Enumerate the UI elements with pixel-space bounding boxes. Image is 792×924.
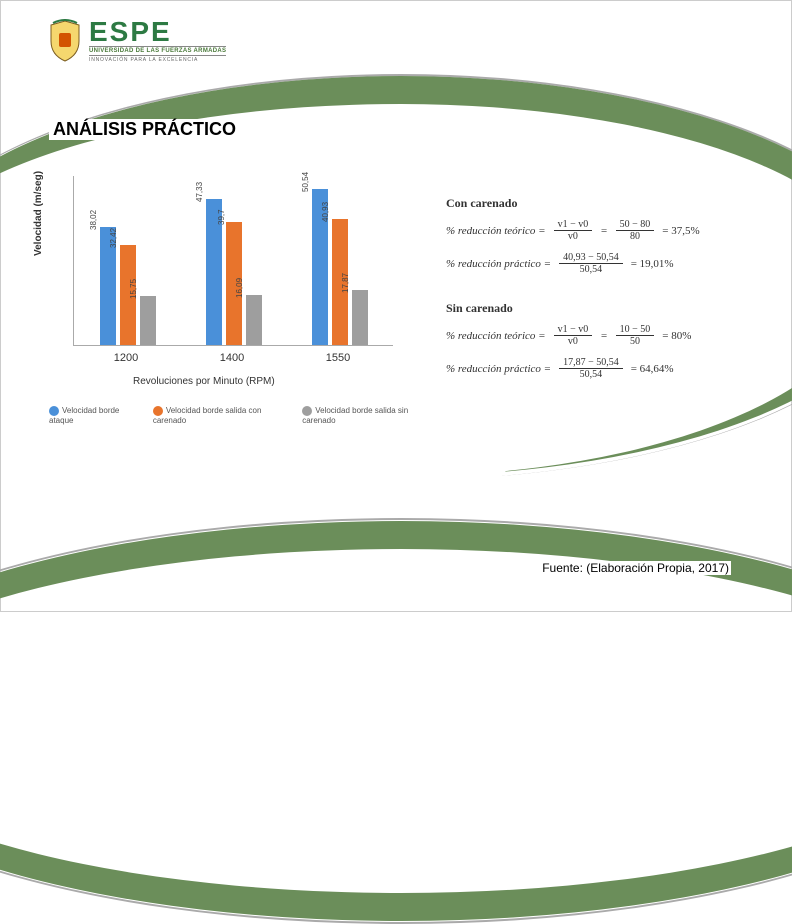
frac-num: v1 − v0 [554, 219, 593, 231]
equations-con-carenado: Con carenado % reducción teórico = v1 − … [446, 196, 700, 285]
eq-con-practico: % reducción práctico = 40,93 − 50,54 50,… [446, 252, 700, 275]
eq-result: = 64,64% [631, 363, 674, 375]
legend-swatch [153, 406, 163, 416]
eq-lhs: % reducción teórico = [446, 330, 546, 342]
bar-group: 50,5440,9317,87 [300, 189, 380, 345]
eq-result: = 80% [662, 330, 691, 342]
velocity-chart: Velocidad (m/seg) 38,0232,4215,7547,3339… [49, 176, 409, 446]
legend-swatch [302, 406, 312, 416]
fraction: 17,87 − 50,54 50,54 [559, 357, 623, 380]
bar-value-label: 16,09 [235, 278, 244, 298]
eq-sin-practico: % reducción práctico = 17,87 − 50,54 50,… [446, 357, 691, 380]
eq-lhs: % reducción práctico = [446, 363, 551, 375]
bar-value-label: 32,42 [109, 228, 118, 248]
fraction: 50 − 80 80 [616, 219, 655, 242]
plot-area: 38,0232,4215,7547,3339,716,0950,5440,931… [73, 176, 393, 346]
shield-icon [47, 19, 83, 63]
eq-eq: = [600, 330, 607, 342]
frac-den: v0 [564, 231, 582, 242]
bar-value-label: 38,02 [89, 210, 98, 230]
bar-value-label: 40,93 [321, 201, 330, 221]
section-title: ANÁLISIS PRÁCTICO [49, 119, 240, 140]
source-text: Fuente: (Elaboración Propia, 2017) [540, 561, 731, 575]
bar-value-label: 17,87 [341, 273, 350, 293]
frac-num: v1 − v0 [554, 324, 593, 336]
fraction: 10 − 50 50 [616, 324, 655, 347]
logo: ESPE UNIVERSIDAD DE LAS FUERZAS ARMADAS … [47, 19, 226, 63]
logo-subtitle2: INNOVACIÓN PARA LA EXCELENCIA [89, 57, 226, 63]
frac-den: 50,54 [576, 369, 607, 380]
x-tick-label: 1200 [73, 352, 179, 364]
slide: ESPE UNIVERSIDAD DE LAS FUERZAS ARMADAS … [0, 0, 792, 612]
bottom-arc [0, 521, 792, 921]
bar: 16,09 [246, 295, 262, 345]
y-axis-label: Velocidad (m/seg) [33, 171, 44, 256]
fraction: v1 − v0 v0 [554, 324, 593, 347]
frac-den: v0 [564, 336, 582, 347]
legend-label: Velocidad borde salida con carenado [153, 406, 262, 425]
bar-group: 38,0232,4215,75 [88, 227, 168, 345]
equations-sin-carenado: Sin carenado % reducción teórico = v1 − … [446, 301, 691, 390]
eq-con-teorico: % reducción teórico = v1 − v0 v0 = 50 − … [446, 219, 700, 242]
bar-value-label: 39,7 [217, 210, 226, 226]
logo-title: ESPE [89, 19, 226, 44]
frac-den: 80 [626, 231, 644, 242]
eq-result: = 37,5% [662, 225, 699, 237]
eq-lhs: % reducción práctico = [446, 258, 551, 270]
bar: 17,87 [352, 290, 368, 345]
bar-value-label: 50,54 [301, 172, 310, 192]
x-ticks: 120014001550 [73, 352, 393, 364]
eq-title-sin: Sin carenado [446, 301, 691, 316]
bar-group: 47,3339,716,09 [194, 199, 274, 345]
fraction: v1 − v0 v0 [554, 219, 593, 242]
legend-swatch [49, 406, 59, 416]
legend-item: Velocidad borde salida con carenado [153, 406, 292, 425]
x-axis-label: Revoluciones por Minuto (RPM) [73, 376, 393, 387]
legend-item: Velocidad borde ataque [49, 406, 143, 425]
eq-result: = 19,01% [631, 258, 674, 270]
eq-lhs: % reducción teórico = [446, 225, 546, 237]
legend-item: Velocidad borde salida sin carenado [302, 406, 439, 425]
eq-sin-teorico: % reducción teórico = v1 − v0 v0 = 10 − … [446, 324, 691, 347]
bar: 15,75 [140, 296, 156, 345]
x-tick-label: 1400 [179, 352, 285, 364]
legend: Velocidad borde ataque Velocidad borde sa… [49, 406, 439, 425]
frac-num: 40,93 − 50,54 [559, 252, 623, 264]
eq-eq: = [600, 225, 607, 237]
eq-title-con: Con carenado [446, 196, 700, 211]
bar-value-label: 47,33 [195, 182, 204, 202]
frac-num: 50 − 80 [616, 219, 655, 231]
frac-num: 10 − 50 [616, 324, 655, 336]
bar-value-label: 15,75 [129, 279, 138, 299]
bottom-arc-outline [0, 518, 792, 924]
frac-den: 50 [626, 336, 644, 347]
fraction: 40,93 − 50,54 50,54 [559, 252, 623, 275]
logo-subtitle1: UNIVERSIDAD DE LAS FUERZAS ARMADAS [89, 46, 226, 56]
legend-label: Velocidad borde ataque [49, 406, 119, 425]
frac-num: 17,87 − 50,54 [559, 357, 623, 369]
x-tick-label: 1550 [285, 352, 391, 364]
logo-text: ESPE UNIVERSIDAD DE LAS FUERZAS ARMADAS … [89, 19, 226, 63]
legend-label: Velocidad borde salida sin carenado [302, 406, 408, 425]
frac-den: 50,54 [576, 264, 607, 275]
